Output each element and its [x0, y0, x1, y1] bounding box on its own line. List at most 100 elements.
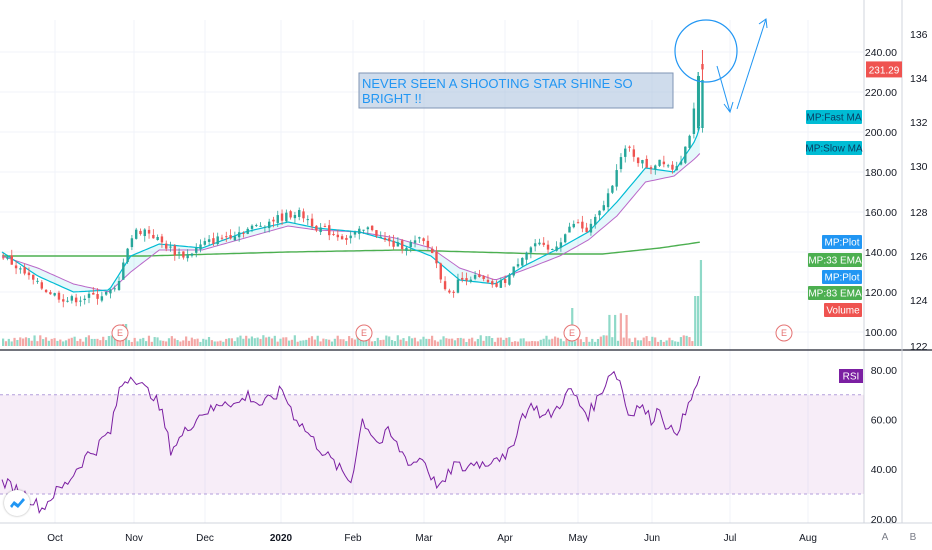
volume-bar — [64, 340, 68, 346]
candle-body — [328, 225, 331, 236]
volume-bar — [104, 340, 108, 346]
last-price-badge — [866, 61, 902, 78]
candle-body — [267, 221, 271, 229]
candle-body — [400, 240, 404, 249]
candle-body — [40, 282, 44, 289]
volume-bar — [636, 340, 640, 346]
volume-bar — [199, 341, 202, 346]
auto-scale-button[interactable]: A — [881, 532, 889, 543]
volume-bar — [16, 340, 19, 346]
volume-bar — [110, 335, 113, 346]
candle-body — [379, 236, 382, 238]
candle-body — [503, 279, 507, 283]
volume-bar — [556, 337, 560, 346]
secondary-axis-tick-label: 122 — [910, 341, 928, 353]
candle-body — [87, 293, 91, 298]
volume-bar — [396, 335, 399, 346]
earnings-marker[interactable] — [775, 324, 793, 342]
candle-body — [130, 238, 134, 248]
candle-body — [358, 228, 361, 234]
annotation-box[interactable] — [358, 72, 674, 109]
candle-body — [122, 262, 125, 280]
time-tick-label: 2020 — [270, 533, 293, 544]
time-tick-label: Apr — [497, 533, 513, 544]
ema-83-line — [2, 241, 700, 257]
volume-bar — [419, 339, 422, 346]
volume-bar — [659, 339, 662, 346]
volume-bar — [574, 341, 577, 346]
candle-body — [469, 279, 473, 282]
volume-bar — [44, 337, 48, 346]
candle-body — [559, 242, 563, 248]
volume-bar — [379, 340, 382, 346]
drawing-arrow-up[interactable] — [736, 18, 767, 110]
volume-bar — [370, 341, 374, 346]
volume-bar — [505, 337, 508, 346]
volume-bar — [625, 314, 628, 346]
volume-bar — [313, 339, 316, 346]
volume-bar — [405, 341, 408, 346]
volume-bar — [471, 337, 474, 346]
volume-bar — [465, 341, 468, 346]
candle-body — [486, 279, 490, 283]
secondary-axis-tick-label: 134 — [910, 73, 928, 85]
candle-body — [134, 229, 138, 239]
indicator-tag — [822, 270, 862, 284]
volume-bar — [42, 339, 45, 346]
drawing-arrow-down[interactable] — [716, 65, 731, 113]
volume-bar — [668, 337, 671, 346]
candle-body — [649, 167, 653, 169]
volume-bar — [187, 340, 191, 346]
volume-bar — [559, 338, 562, 346]
volume-bar — [193, 339, 196, 346]
candle-body — [152, 234, 155, 239]
earnings-marker[interactable] — [563, 324, 581, 342]
volume-bar — [245, 335, 248, 346]
price-tick-label: 200.00 — [865, 127, 897, 139]
log-scale-button[interactable]: B — [909, 532, 917, 543]
earnings-marker[interactable] — [111, 324, 129, 342]
candle-body — [79, 300, 82, 302]
candle-body — [435, 251, 438, 264]
candle-body — [611, 185, 614, 193]
time-tick-label: Feb — [344, 533, 362, 544]
indicator-tag-label: Volume — [826, 306, 860, 317]
candle-body — [186, 254, 189, 259]
candle-body — [413, 240, 417, 243]
rsi-tick-label: 60.00 — [871, 415, 897, 427]
volume-bar — [67, 338, 70, 346]
candle-body — [375, 230, 378, 236]
earnings-marker[interactable] — [355, 324, 373, 342]
volume-bar — [322, 338, 325, 346]
secondary-axis-tick-label: 128 — [910, 207, 928, 219]
candle-body — [456, 279, 460, 293]
volume-bar — [330, 341, 334, 346]
candle-body — [555, 246, 558, 251]
volume-bar — [476, 338, 479, 346]
candle-body — [542, 242, 545, 245]
candle-body — [259, 225, 262, 227]
volume-bar — [222, 341, 225, 346]
secondary-axis-tick-label: 126 — [910, 251, 928, 263]
volume-bar — [282, 337, 285, 346]
volume-bar — [276, 341, 279, 346]
candle-body — [461, 277, 464, 280]
volume-bar — [167, 338, 171, 346]
drawing-circle[interactable] — [674, 19, 738, 83]
candle-body — [83, 298, 86, 301]
volume-bar — [24, 337, 28, 346]
volume-bar — [699, 260, 703, 346]
volume-bar — [528, 341, 531, 346]
volume-bar — [242, 338, 245, 346]
volume-bar — [119, 339, 122, 346]
candle-body — [199, 244, 202, 250]
candle-body — [126, 248, 129, 263]
tradingview-logo[interactable] — [4, 490, 30, 516]
volume-bar — [308, 337, 311, 346]
candle-body — [293, 215, 297, 219]
volume-bar — [685, 335, 688, 346]
volume-bar — [654, 337, 657, 346]
candle-body — [641, 160, 644, 164]
volume-bar — [416, 341, 419, 346]
